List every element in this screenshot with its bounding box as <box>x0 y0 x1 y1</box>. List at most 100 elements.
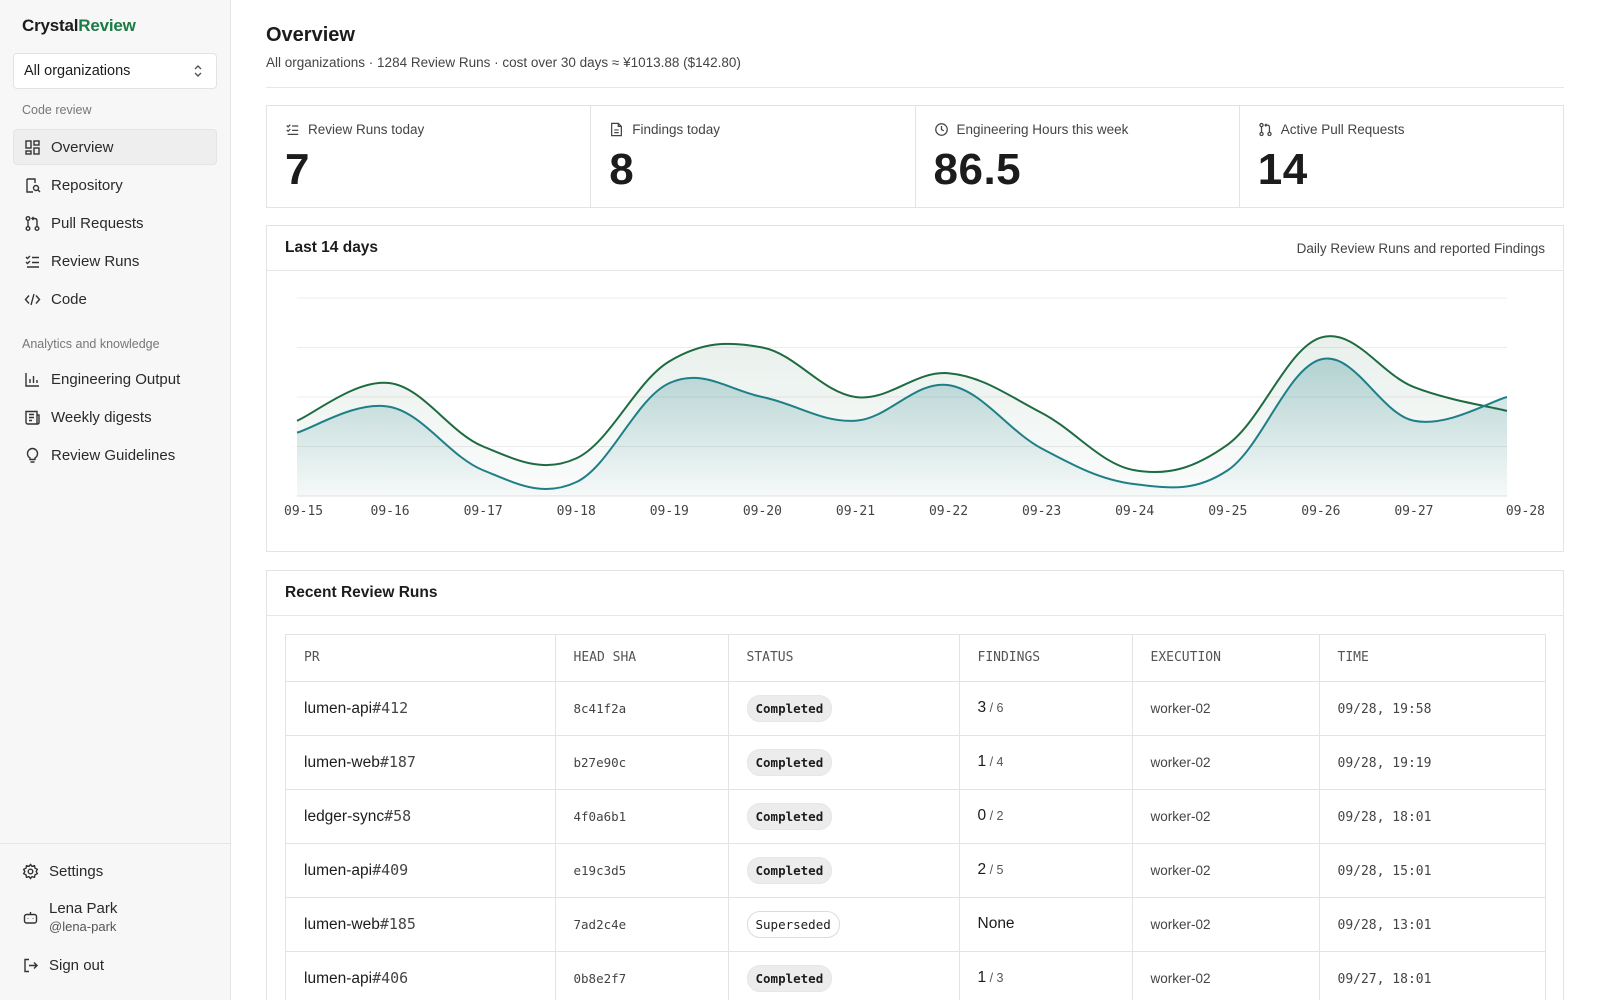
execution-worker: worker-02 <box>1150 701 1211 716</box>
pr-repo: lumen-web <box>304 753 380 771</box>
cell-status: Completed <box>728 951 960 1000</box>
chart-note: Daily Review Runs and reported Findings <box>1296 240 1545 256</box>
pr-repo: lumen-api <box>304 969 373 987</box>
status-badge: Completed <box>746 802 833 830</box>
runs-table: PR HEAD SHA STATUS FINDINGS EXECUTION TI… <box>285 634 1546 1000</box>
cell-findings: 1 / 3 <box>959 951 1133 1000</box>
bot-avatar-icon <box>23 911 38 924</box>
table-row[interactable]: lumen-web#187 b27e90c Completed 1 / 4 worker… <box>286 735 1545 790</box>
pr-link[interactable]: lumen-api#409 <box>304 860 409 879</box>
cell-sha: b27e90c <box>555 735 729 790</box>
pr-link[interactable]: lumen-web#185 <box>304 914 416 933</box>
sidebar-item-repository[interactable]: Repository <box>13 167 217 203</box>
pr-link[interactable]: lumen-api#412 <box>304 699 408 717</box>
stat-value: 14 <box>1257 145 1308 194</box>
document-icon <box>611 122 623 137</box>
cell-pr: lumen-api#409 <box>286 843 556 898</box>
column-header-execution[interactable]: EXECUTION <box>1132 635 1320 682</box>
series-line-2[interactable] <box>296 357 1508 490</box>
pr-number: #58 <box>384 806 412 825</box>
digest-icon <box>25 410 40 425</box>
cell-status: Completed <box>728 789 960 844</box>
run-time: 09/28, 19:58 <box>1337 701 1432 717</box>
run-time: 09/28, 13:01 <box>1337 917 1432 933</box>
pr-repo: lumen-api <box>304 861 373 879</box>
cell-status: Superseded <box>728 897 960 952</box>
sidebar-item-engineering-output[interactable]: Engineering Output <box>13 361 217 397</box>
cell-findings: 2 / 5 <box>959 843 1133 898</box>
table-row[interactable]: lumen-api#412 8c41f2a Completed 3 / 6 worker… <box>286 681 1545 736</box>
findings-count: None <box>977 915 1015 932</box>
pr-link[interactable]: lumen-api#406 <box>304 969 408 987</box>
column-header-pr[interactable]: PR <box>286 635 556 682</box>
x-tick-label: 09-21 <box>836 504 875 519</box>
findings-total: / 2 <box>986 809 1004 823</box>
column-header-time[interactable]: TIME <box>1319 635 1545 682</box>
cell-pr: lumen-web#185 <box>286 897 556 952</box>
user-profile[interactable]: Lena Park @lena-park <box>22 900 117 934</box>
head-sha: 0b8e2f7 <box>573 971 627 986</box>
sidebar-item-label: Repository <box>51 176 123 194</box>
repository-icon <box>26 177 41 193</box>
cell-time: 09/28, 15:01 <box>1319 843 1545 898</box>
cell-findings: 3 / 6 <box>959 681 1133 736</box>
sidebar-item-label: Weekly digests <box>51 408 152 426</box>
head-sha: 4f0a6b1 <box>573 809 627 824</box>
table-row[interactable]: lumen-api#409 e19c3d5 Completed 2 / 5 worker… <box>286 843 1545 898</box>
brand-name-part1: Crystal <box>22 16 79 35</box>
pr-link[interactable]: lumen-web#187 <box>304 753 416 771</box>
brand-name-part2: Review <box>78 16 136 35</box>
stat-label: Active Pull Requests <box>1280 122 1405 137</box>
sidebar: CrystalReview All organizations Code rev… <box>0 0 231 1000</box>
sidebar-item-label: Pull Requests <box>51 214 144 232</box>
sidebar-item-review-guidelines[interactable]: Review Guidelines <box>13 437 217 473</box>
checklist-icon <box>25 255 39 268</box>
stat-label: Review Runs today <box>308 122 425 137</box>
head-sha: 8c41f2a <box>573 701 627 716</box>
stat-card-engineering-hours: Engineering Hours this week 86.5 <box>916 106 1240 207</box>
run-time: 09/28, 18:01 <box>1337 809 1432 825</box>
settings-link[interactable]: Settings <box>22 863 103 880</box>
table-row[interactable]: lumen-api#406 0b8e2f7 Completed 1 / 3 worker… <box>286 951 1545 1000</box>
section-label-analytics: Analytics and knowledge <box>22 337 160 351</box>
x-tick-label: 09-15 <box>284 504 323 519</box>
status-badge: Completed <box>746 856 833 884</box>
pr-number: #185 <box>379 914 416 933</box>
sidebar-item-pull-requests[interactable]: Pull Requests <box>13 205 217 241</box>
chart-title: Last 14 days <box>285 239 379 256</box>
stat-card-review-runs: Review Runs today 7 <box>267 106 592 207</box>
sign-out-icon <box>24 958 38 973</box>
series-line-1[interactable] <box>296 335 1508 474</box>
x-tick-label: 09-22 <box>929 504 968 519</box>
organization-select[interactable]: All organizations <box>13 53 217 89</box>
column-header-head-sha[interactable]: HEAD SHA <box>555 635 729 682</box>
execution-worker: worker-02 <box>1150 809 1211 824</box>
cell-time: 09/27, 18:01 <box>1319 951 1545 1000</box>
findings-count: 1 <box>977 753 987 770</box>
chart-x-ticks: 09-15 09-16 09-17 09-18 09-19 09-20 09-21 09-22… <box>284 504 1545 519</box>
x-tick-label: 09-24 <box>1115 504 1154 519</box>
x-tick-label: 09-17 <box>464 504 503 519</box>
brand-logo[interactable]: CrystalReview <box>22 16 136 36</box>
pr-link[interactable]: ledger-sync#58 <box>304 806 412 825</box>
sidebar-item-code[interactable]: Code <box>13 281 217 317</box>
column-header-status[interactable]: STATUS <box>728 635 960 682</box>
sign-out-button[interactable]: Sign out <box>22 957 104 974</box>
pr-number: #409 <box>372 860 409 879</box>
stat-value: 7 <box>285 145 310 194</box>
recent-runs-title: Recent Review Runs <box>285 584 438 601</box>
table-row[interactable]: ledger-sync#58 4f0a6b1 Completed 0 / 2 worke… <box>286 789 1545 844</box>
column-header-findings[interactable]: FINDINGS <box>959 635 1133 682</box>
sidebar-item-review-runs[interactable]: Review Runs <box>13 243 217 279</box>
user-name: Lena Park <box>49 900 118 917</box>
execution-worker: worker-02 <box>1150 863 1211 878</box>
cell-execution: worker-02 <box>1132 897 1320 952</box>
table-row[interactable]: lumen-web#185 7ad2c4e Superseded None worker… <box>286 897 1545 952</box>
series-area-2 <box>297 358 1507 496</box>
sidebar-item-label: Engineering Output <box>51 370 181 388</box>
sidebar-item-overview[interactable]: Overview <box>13 129 217 165</box>
sidebar-item-weekly-digests[interactable]: Weekly digests <box>13 399 217 435</box>
x-tick-label: 09-26 <box>1301 504 1340 519</box>
cell-sha: 8c41f2a <box>555 681 729 736</box>
cell-findings: None <box>959 897 1133 952</box>
